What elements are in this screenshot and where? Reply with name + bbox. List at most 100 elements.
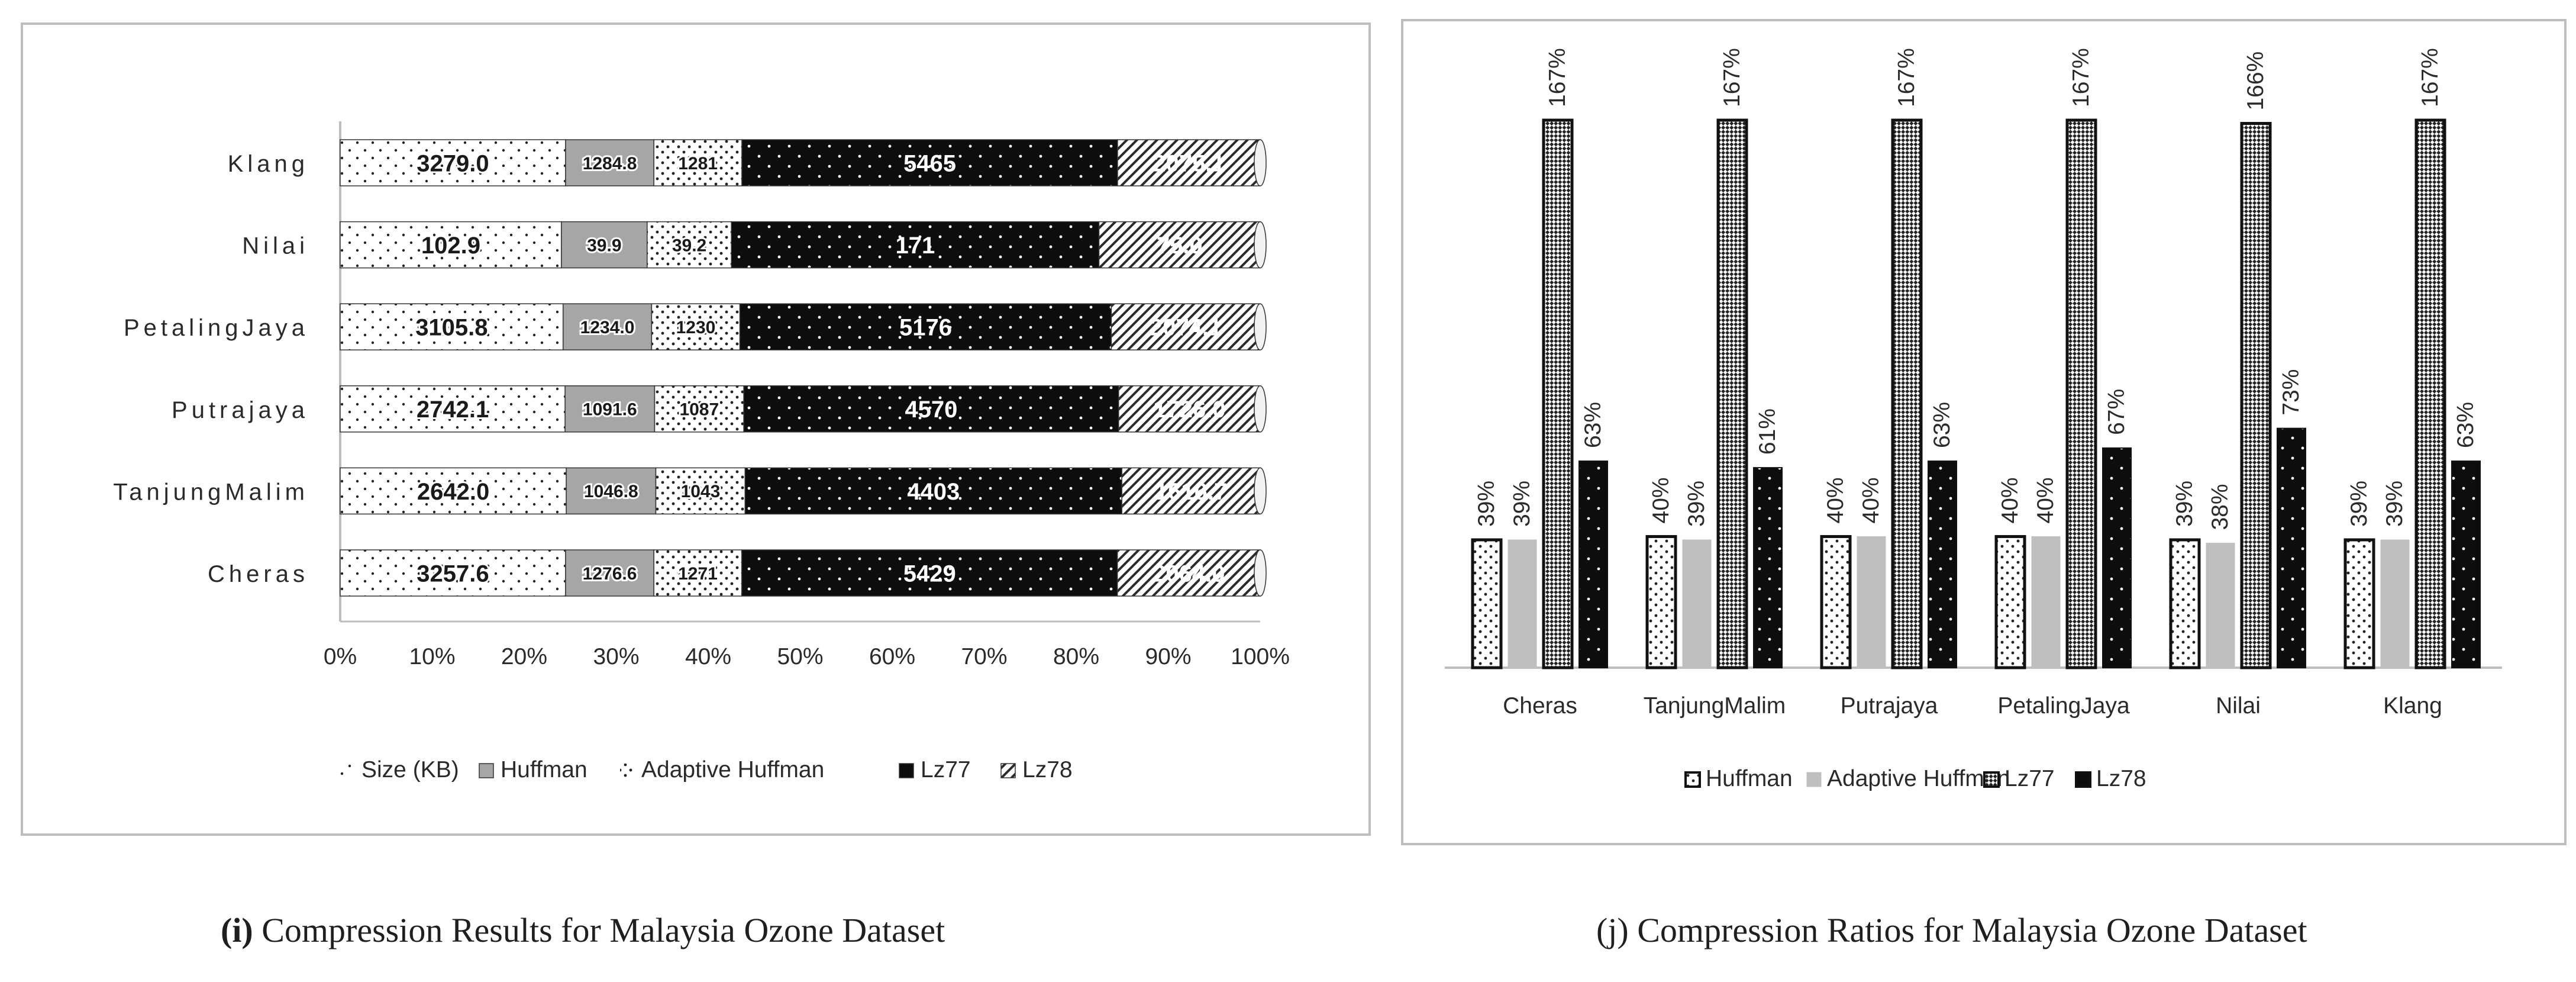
data-label-cheras-lz77: 5429 (903, 561, 956, 587)
bar-end-cap (1254, 385, 1267, 433)
bar-tanjungmalim-lz77 (744, 467, 1122, 515)
bar-putrajaya-huffman (1820, 535, 1852, 669)
bar-klang-lz78 (1117, 139, 1261, 186)
data-label-putrajaya-lz78: 1726.0 (1153, 397, 1225, 423)
bar-nilai-adaptive-huffman (647, 221, 732, 269)
data-label-klang-lz78: 2075.1 (1153, 150, 1225, 176)
legend-label-adaptive-huffman: Adaptive Huffman (641, 757, 824, 783)
legend-swatch-huffman (479, 763, 494, 778)
caption-i-text: Compression Results for Malaysia Ozone D… (253, 911, 945, 949)
legend-swatch-size-kb (340, 764, 354, 778)
category-label-cheras: Cheras (208, 561, 309, 587)
bar-klang-lz78 (2451, 461, 2481, 668)
data-label-putrajaya-adaptive-huffman: 40% (1858, 477, 1884, 523)
bar-klang-adaptive-huffman (2380, 539, 2410, 668)
legend-swatch-adaptive-huffman (1806, 772, 1822, 787)
data-label-petalingjaya-lz77: 5176 (899, 315, 952, 341)
data-label-nilai-lz77: 171 (896, 233, 935, 259)
data-label-cheras-huffman: 39% (1474, 481, 1499, 527)
category-label-tanjungmalim: TanjungMalim (113, 479, 309, 505)
data-label-klang-adaptive-huffman: 1281 (678, 154, 718, 173)
bar-nilai-lz78 (1098, 221, 1261, 269)
category-label-nilai: Nilai (2216, 693, 2261, 719)
bar-klang-size-kb (340, 139, 566, 186)
bar-petalingjaya-huffman (562, 303, 653, 350)
data-label-nilai-adaptive-huffman: 39.2 (672, 236, 706, 255)
category-label-nilai: Nilai (242, 233, 309, 259)
data-label-klang-adaptive-huffman: 39% (2382, 481, 2407, 527)
bar-cheras-size-kb (340, 549, 566, 597)
data-label-tanjungmalim-adaptive-huffman: 1043 (681, 482, 721, 501)
data-label-tanjungmalim-lz77: 4403 (907, 479, 960, 505)
data-label-putrajaya-lz77: 167% (1894, 48, 1919, 107)
bar-klang-lz77 (2414, 118, 2446, 669)
category-label-klang: Klang (2383, 693, 2442, 719)
bar-tanjungmalim-huffman (566, 467, 657, 515)
caption-i-letter: (i) (221, 911, 253, 949)
bar-klang-huffman (2343, 538, 2375, 669)
data-label-tanjungmalim-size-kb: 2642.0 (417, 479, 489, 505)
data-label-cheras-lz77: 167% (1545, 48, 1570, 107)
data-label-tanjungmalim-lz78: 61% (1755, 408, 1780, 455)
caption-i: (i) Compression Results for Malaysia Ozo… (221, 910, 945, 950)
bar-tanjungmalim-lz78 (1121, 467, 1261, 515)
data-label-petalingjaya-lz77: 167% (2068, 48, 2094, 107)
legend-swatch-lz77 (899, 763, 914, 778)
bar-petalingjaya-lz77 (2065, 118, 2097, 669)
data-label-putrajaya-lz77: 4570 (905, 397, 957, 423)
data-label-petalingjaya-lz78: 67% (2104, 389, 2129, 435)
x-tick-label: 0% (324, 644, 357, 669)
data-label-cheras-adaptive-huffman: 39% (1509, 481, 1535, 527)
x-tick-label: 20% (501, 644, 547, 669)
legend-label-huffman: Huffman (1706, 766, 1793, 791)
data-label-petalingjaya-adaptive-huffman: 40% (2033, 477, 2058, 523)
data-label-nilai-lz77: 166% (2243, 51, 2268, 111)
category-label-cheras: Cheras (1503, 693, 1577, 719)
caption-j: (j) Compression Ratios for Malaysia Ozon… (1596, 910, 2307, 950)
bar-tanjungmalim-size-kb (340, 467, 567, 515)
data-label-petalingjaya-lz78: 2074.1 (1150, 315, 1222, 341)
bar-nilai-adaptive-huffman (2206, 543, 2235, 668)
data-label-cheras-size-kb: 3257.6 (417, 561, 489, 587)
compression-ratios-svg: 39% 39% 167% 63% Cheras 40% 39% 167% 61% TanjungM… (1401, 19, 2567, 845)
bar-petalingjaya-lz77 (739, 303, 1112, 350)
data-label-petalingjaya-adaptive-huffman: 1230 (676, 318, 716, 337)
bar-petalingjaya-huffman (1994, 535, 2026, 669)
x-tick-label: 60% (869, 644, 915, 669)
bar-tanjungmalim-adaptive-huffman (1682, 539, 1712, 668)
data-label-nilai-huffman: 39% (2172, 481, 2197, 527)
category-label-petalingjaya: PetalingJaya (1997, 693, 2130, 719)
data-label-nilai-huffman: 39.9 (587, 236, 621, 255)
data-label-klang-lz78: 63% (2453, 402, 2478, 448)
data-label-putrajaya-huffman: 1091.6 (583, 400, 637, 420)
bar-end-cap (1254, 303, 1267, 350)
bar-putrajaya-lz78 (1928, 461, 1957, 668)
bar-putrajaya-huffman (564, 385, 656, 433)
bar-putrajaya-lz78 (1118, 385, 1261, 433)
caption-j-text: Compression Ratios for Malaysia Ozone Da… (1628, 911, 2307, 949)
data-label-cheras-lz78: 2064.0 (1153, 561, 1225, 587)
data-label-putrajaya-lz78: 63% (1929, 402, 1955, 448)
data-label-klang-lz77: 167% (2417, 48, 2443, 107)
bar-klang-lz77 (741, 139, 1118, 186)
data-label-nilai-size-kb: 102.9 (421, 233, 480, 259)
bar-cheras-adaptive-huffman (1507, 539, 1537, 668)
bar-cheras-huffman (565, 549, 654, 597)
data-label-petalingjaya-huffman: 40% (1997, 477, 2023, 523)
data-label-tanjungmalim-huffman: 40% (1648, 477, 1674, 523)
data-label-putrajaya-size-kb: 2742.1 (417, 397, 489, 423)
category-label-tanjungmalim: TanjungMalim (1644, 693, 1786, 719)
bar-petalingjaya-adaptive-huffman (2031, 536, 2061, 668)
bar-tanjungmalim-lz78 (1753, 467, 1783, 668)
x-tick-label: 100% (1231, 644, 1290, 669)
bar-nilai-lz77 (2240, 122, 2272, 669)
bar-end-cap (1254, 467, 1267, 515)
category-label-putrajaya: Putrajaya (1841, 693, 1938, 719)
category-label-putrajaya: Putrajaya (172, 397, 309, 423)
legend-label-size-kb: Size (KB) (361, 757, 459, 783)
legend-swatch-adaptive-huffman (620, 764, 634, 778)
data-label-tanjungmalim-lz78: 1616.7 (1155, 479, 1227, 505)
category-label-klang: Klang (228, 151, 309, 177)
x-tick-label: 10% (409, 644, 455, 669)
data-label-putrajaya-adaptive-huffman: 1087 (679, 400, 719, 420)
